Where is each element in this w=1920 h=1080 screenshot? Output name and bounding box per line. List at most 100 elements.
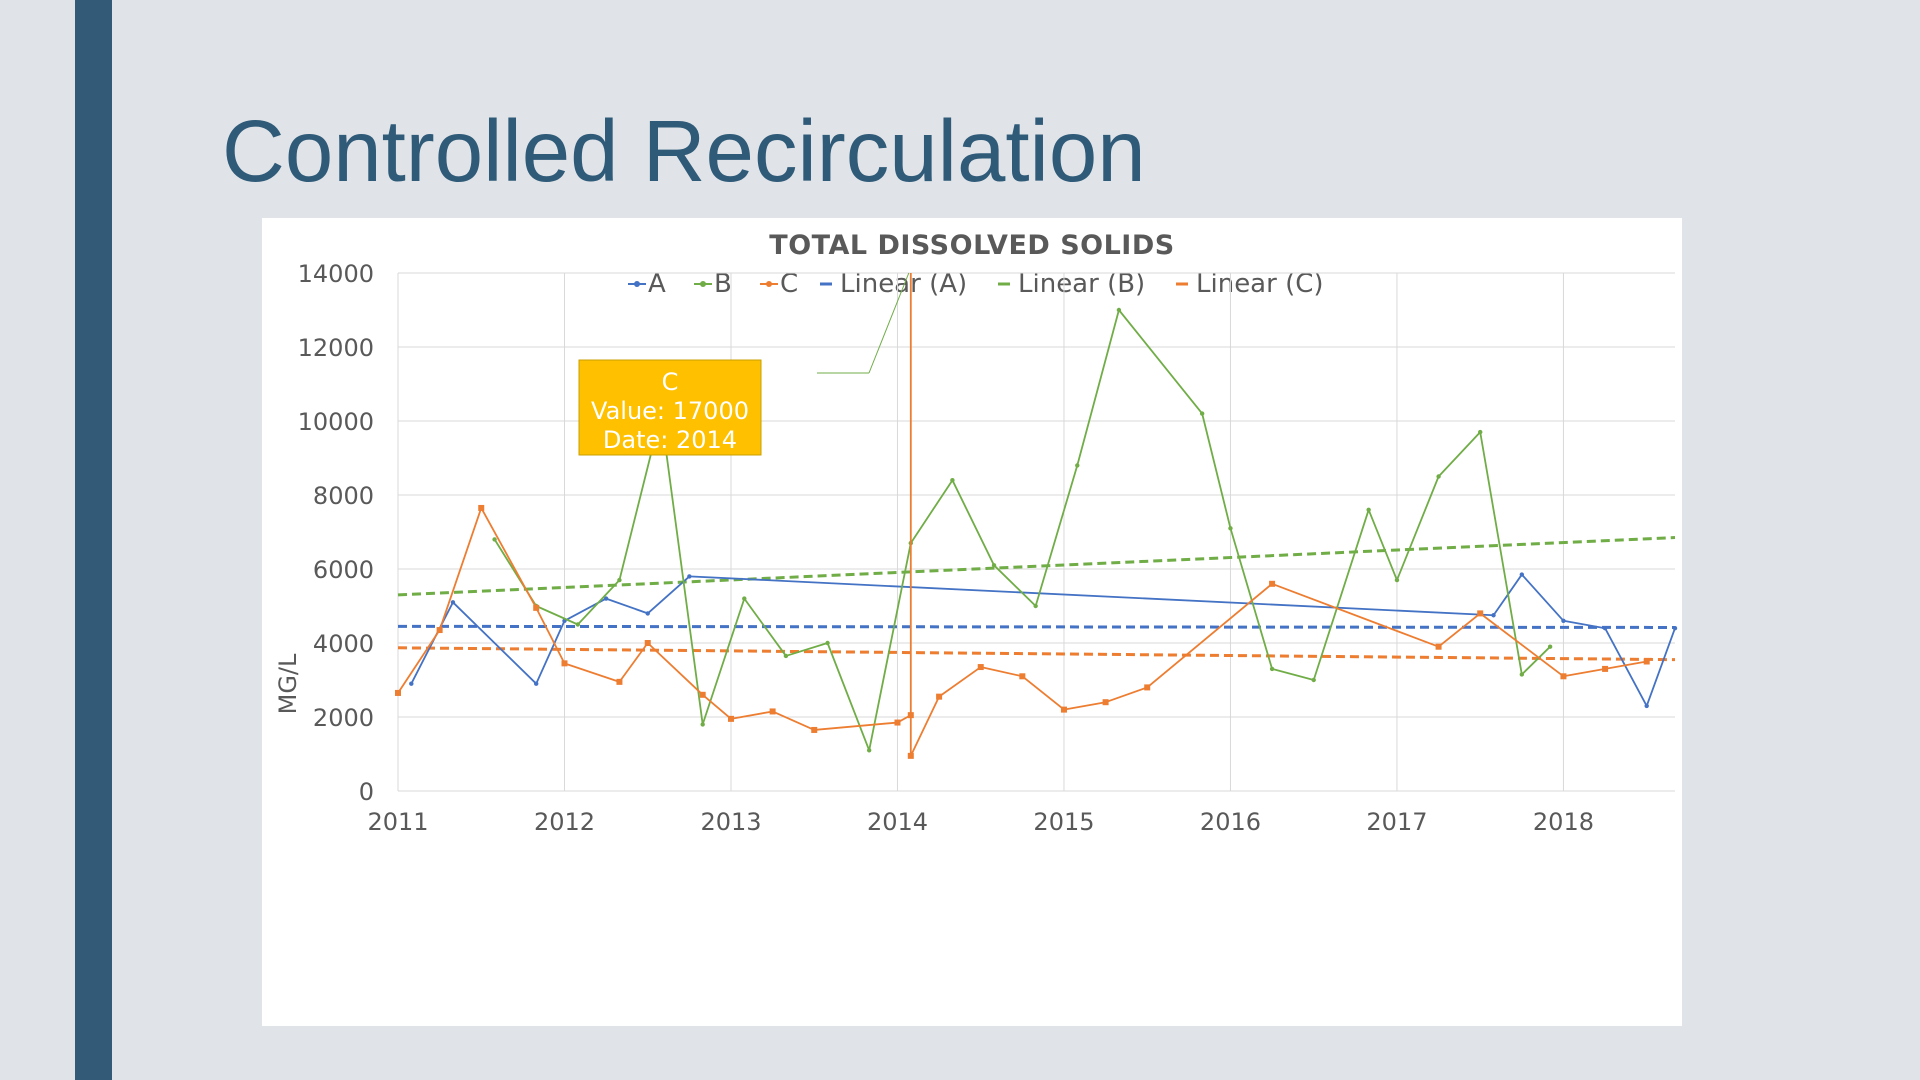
chart-panel: TOTAL DISSOLVED SOLIDS A B C Linear (A) Line… [262, 218, 1682, 1026]
series-b-point [1547, 644, 1553, 649]
series-c-point [977, 664, 984, 671]
series-b-point [825, 640, 830, 646]
series-b-point [1199, 411, 1205, 416]
series-a-point [687, 574, 692, 579]
x-tick-label: 2011 [367, 808, 428, 836]
series-b-point [1366, 507, 1371, 512]
series-a-point [645, 611, 650, 616]
series-b-point [1394, 577, 1400, 583]
y-tick-label: 6000 [313, 556, 374, 584]
x-tick-label: 2018 [1533, 808, 1594, 836]
y-tick-label: 10000 [298, 408, 374, 436]
series-c-point [395, 689, 401, 696]
tooltip-series: C [662, 368, 679, 396]
series-c-point [1060, 706, 1067, 713]
y-tick-label: 14000 [298, 260, 374, 288]
x-tick-label: 2016 [1200, 808, 1261, 836]
series-c-point [561, 660, 568, 667]
legend-item-c: C [760, 269, 798, 299]
trendline-lineara [397, 624, 1676, 629]
series-c-point [907, 752, 914, 759]
tooltip-date: Date: 2014 [603, 426, 737, 454]
chart-grid: 0 2000 4000 6000 8000 10000 12000 14000 2011 2012… [298, 260, 1675, 836]
series-b-point [866, 748, 872, 753]
legend-label: B [714, 269, 732, 299]
series-b-point [1116, 307, 1122, 313]
legend-label: Linear (C) [1196, 269, 1324, 299]
series-a-point [1519, 572, 1525, 577]
series-c-point [644, 640, 651, 646]
series-c-point [1144, 684, 1151, 691]
y-axis-label: MG/L [274, 653, 302, 714]
legend-marker [700, 281, 706, 287]
series-a-point [1602, 626, 1608, 631]
tooltip-leader-line [868, 272, 910, 374]
series-a-point [533, 681, 539, 686]
series-b-line [493, 309, 1551, 752]
series-b-point [1269, 666, 1275, 672]
chart-legend: A B C Linear (A) Linear (B) Linear (C) [628, 269, 1324, 299]
series-c-point [1477, 610, 1484, 617]
series-c-point [1435, 643, 1442, 650]
series-b-point [617, 577, 622, 583]
series-b-point [1519, 672, 1525, 677]
series-a-line [410, 573, 1676, 707]
x-tick-label: 2015 [1033, 808, 1094, 836]
series-c-point [478, 504, 485, 511]
x-tick-label: 2014 [867, 808, 928, 836]
tooltip-box [578, 359, 762, 456]
legend-item-lineara: Linear (A) [820, 269, 967, 299]
data-tooltip: C Value: 17000 Date: 2014 [578, 272, 910, 456]
y-tick-label: 0 [359, 778, 374, 806]
y-tick-label: 12000 [298, 334, 374, 362]
series-b-point [991, 563, 997, 568]
series-c-point [1102, 699, 1109, 706]
chart-svg: TOTAL DISSOLVED SOLIDS A B C Linear (A) Line… [274, 230, 1678, 836]
trendline-linearc [397, 646, 1676, 662]
series-a-point [409, 681, 414, 686]
series-c-point [811, 726, 818, 733]
legend-item-linearb: Linear (B) [998, 269, 1145, 299]
legend-item-linearc: Linear (C) [1176, 269, 1324, 299]
series-c-point [1269, 580, 1276, 587]
series-a-point [1672, 626, 1678, 631]
series-c-point [1019, 673, 1026, 680]
series-b-point [492, 537, 497, 542]
series-c-point [936, 693, 943, 700]
series-c-point [727, 715, 734, 722]
series-c-point [616, 678, 623, 685]
trendlines [397, 536, 1676, 662]
series-b-point [1478, 429, 1483, 435]
legend-item-b: B [694, 269, 732, 299]
series-c-point [1560, 673, 1567, 680]
series-c-point [533, 604, 540, 611]
series-c-line [397, 273, 1647, 757]
series-a-point [603, 596, 609, 601]
chart-title: TOTAL DISSOLVED SOLIDS [769, 230, 1174, 261]
series-b-point [1228, 526, 1233, 531]
series-a-point [450, 600, 456, 605]
series-c-point [699, 691, 706, 698]
series-c-point [1602, 665, 1609, 672]
series-b-point [783, 653, 789, 659]
series-b-point [1075, 463, 1080, 468]
y-tick-label: 8000 [313, 482, 374, 510]
series-b-point [950, 478, 955, 483]
x-tick-label: 2013 [700, 808, 761, 836]
series-b-point [1033, 603, 1038, 609]
legend-marker [634, 281, 640, 287]
y-tick-label: 2000 [313, 704, 374, 732]
legend-label: Linear (B) [1018, 269, 1145, 299]
series-b-point [1311, 677, 1316, 683]
series-c-point [436, 627, 443, 634]
trendline-linearb [397, 536, 1676, 597]
series-b-point [700, 722, 705, 727]
series-c-point [894, 719, 901, 726]
series-c-point [907, 712, 914, 719]
series-a-point [1561, 618, 1566, 623]
series-c-point [1643, 658, 1650, 665]
series-b-point [742, 596, 747, 601]
legend-item-a: A [628, 269, 666, 299]
series-b-point [575, 622, 581, 627]
legend-label: A [648, 269, 666, 299]
